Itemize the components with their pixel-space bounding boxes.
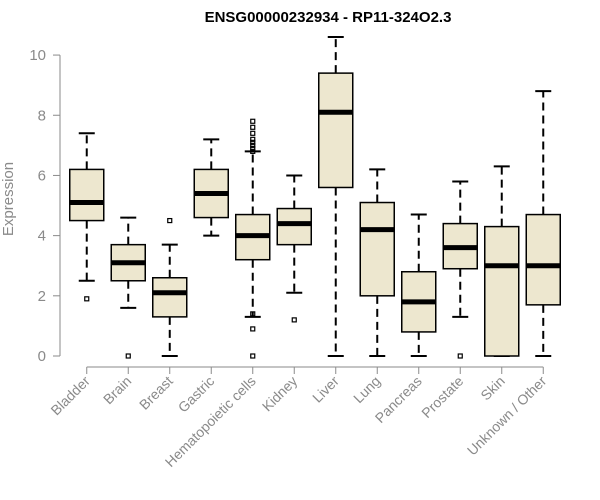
x-tick-label: Kidney [259,373,301,415]
boxes-group [69,36,561,359]
box-unknown-other [525,90,561,357]
outlier-point [250,139,256,145]
box-prostate [442,180,478,359]
x-tick-label: Prostate [418,373,466,421]
outlier-point [250,124,256,130]
box-rect [69,168,105,222]
box-rect [484,225,520,357]
outlier-point [250,326,256,332]
axes: 0 2 4 6 8 10 [29,47,544,374]
box-breast [152,217,188,357]
outlier-point [250,118,256,124]
box-kidney [276,174,312,323]
x-tick-label: Breast [136,373,176,413]
y-tick-label: 10 [29,47,46,64]
box-rect [276,207,312,246]
box-gastric [193,138,229,237]
outlier-point [250,130,256,136]
outlier-point [125,353,131,359]
x-tick-label: Skin [477,373,508,404]
outlier-point [250,353,256,359]
outlier-point [167,217,173,224]
x-tick-label: Unknown / Other [464,373,550,459]
x-tick-label: Bladder [47,373,93,419]
box-rect [525,213,561,306]
y-tick-label: 0 [38,348,46,365]
box-bladder [69,132,105,302]
chart-title: ENSG00000232934 - RP11-324O2.3 [205,9,452,26]
x-tick-label: Liver [309,373,342,406]
y-axis-label: Expression [0,162,17,236]
box-rect [152,277,188,318]
outlier-point [250,136,256,142]
y-tick-label: 2 [38,288,46,305]
box-liver [318,36,354,357]
y-tick-label: 4 [38,228,46,245]
box-pancreas [401,213,437,357]
outlier-point [250,142,256,148]
box-lung [359,168,395,357]
box-skin [484,165,520,357]
outlier-point [250,148,256,154]
outlier-point [250,145,256,151]
box-rect [318,72,354,189]
box-brain [110,216,146,359]
y-tick-label: 6 [38,167,46,184]
x-tick-label: Brain [100,373,134,407]
outlier-point [84,296,90,302]
x-tick-label: Lung [350,373,383,406]
outlier-point [291,317,297,323]
box-rect [359,201,395,297]
outlier-point [457,353,463,359]
box-hematopoietic-cells [235,118,271,359]
y-tick-label: 8 [38,107,46,124]
outlier-point [250,311,256,317]
